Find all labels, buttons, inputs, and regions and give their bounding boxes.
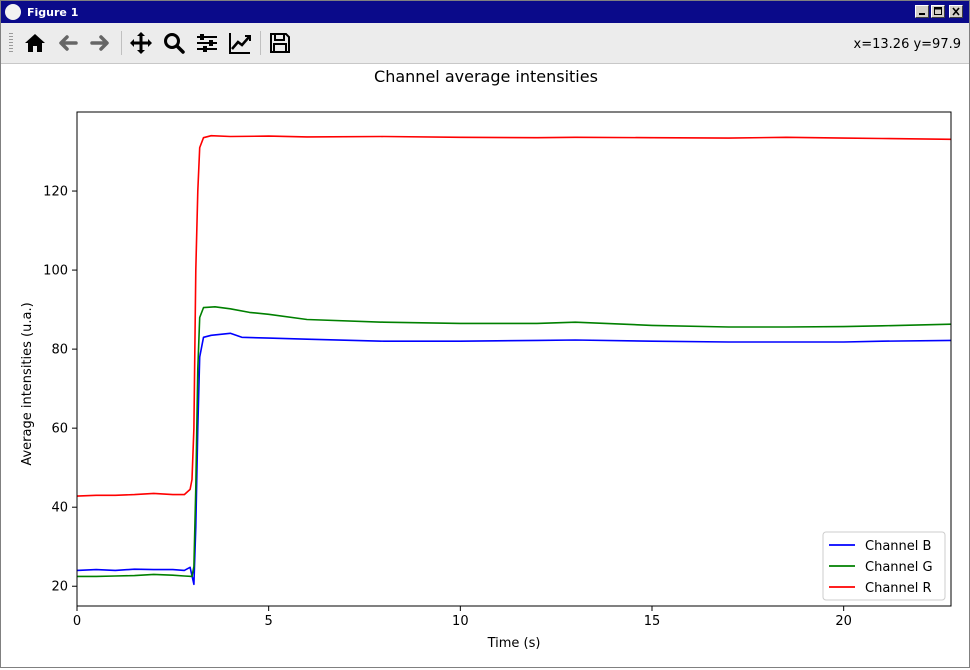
series-line-channel-r <box>76 134 952 497</box>
pan-button[interactable] <box>127 29 155 57</box>
close-icon <box>952 7 960 16</box>
home-icon <box>25 34 45 52</box>
y-tick-label: 20 <box>51 580 68 595</box>
window-titlebar[interactable]: Figure 1 <box>1 1 969 23</box>
y-axis-label: Average intensities (u.a.) <box>20 302 35 465</box>
edit-axes-button[interactable] <box>226 29 254 57</box>
x-tick-label: 20 <box>835 614 852 629</box>
chart-title: Channel average intensities <box>374 67 598 86</box>
maximize-button[interactable] <box>931 5 945 18</box>
minimize-icon <box>919 13 925 15</box>
y-tick-label: 40 <box>51 501 68 516</box>
legend-box <box>822 531 946 601</box>
zoom-button[interactable] <box>160 29 188 57</box>
legend-label: Channel R <box>865 581 932 596</box>
y-tick-label: 100 <box>43 264 68 279</box>
minimize-button[interactable] <box>915 5 929 18</box>
x-tick-label: 10 <box>452 614 469 629</box>
close-button[interactable] <box>949 5 963 18</box>
figure-canvas[interactable]: Channel average intensities Time (s) Ave… <box>5 64 967 666</box>
matplotlib-logo-icon <box>5 4 21 20</box>
x-tick-label: 5 <box>265 614 273 629</box>
back-icon <box>59 35 78 51</box>
y-tick-label: 80 <box>51 343 68 358</box>
zoom-icon <box>164 33 185 54</box>
chart-svg: Channel average intensities Time (s) Ave… <box>20 67 952 651</box>
forward-icon <box>90 35 109 51</box>
axis-ticks: 0 5 10 15 20 20 40 60 80 100 120 <box>43 185 852 629</box>
x-tick-label: 0 <box>73 614 81 629</box>
home-button[interactable] <box>21 29 49 57</box>
axes-frame <box>76 111 952 607</box>
maximize-icon <box>934 7 942 15</box>
y-tick-label: 120 <box>43 185 68 200</box>
x-tick-label: 15 <box>644 614 661 629</box>
back-button[interactable] <box>54 29 82 57</box>
edit-axes-icon <box>229 33 251 54</box>
toolbar-separator <box>260 31 261 55</box>
toolbar-grip[interactable] <box>9 33 13 53</box>
save-icon <box>270 33 290 53</box>
plot-area <box>76 134 952 586</box>
legend-label: Channel B <box>865 539 931 554</box>
toolbar-separator <box>121 31 122 55</box>
legend: Channel B Channel G Channel R <box>822 531 946 601</box>
subplots-button[interactable] <box>193 29 221 57</box>
pan-icon <box>130 32 152 54</box>
save-button[interactable] <box>266 29 294 57</box>
window-title: Figure 1 <box>27 6 79 19</box>
x-axis-label: Time (s) <box>487 636 541 651</box>
forward-button[interactable] <box>86 29 114 57</box>
series-line-channel-b <box>76 332 952 586</box>
subplots-icon <box>197 34 217 52</box>
y-tick-label: 60 <box>51 422 68 437</box>
series-line-channel-g <box>77 306 952 578</box>
legend-label: Channel G <box>865 560 933 575</box>
navigation-toolbar: x=13.26 y=97.9 <box>1 23 969 64</box>
cursor-coordinates: x=13.26 y=97.9 <box>853 37 961 52</box>
